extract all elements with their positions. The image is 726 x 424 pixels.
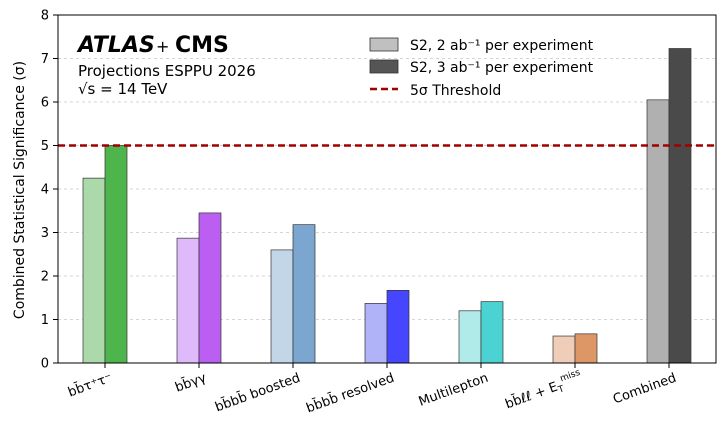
y-tick-label: 0 xyxy=(41,357,49,372)
y-tick-label: 8 xyxy=(41,9,49,24)
y-tick-label: 7 xyxy=(41,52,49,67)
x-tick-label: bb̄τ⁺τ⁻ xyxy=(66,370,114,400)
bar-s2-2ab xyxy=(82,177,106,364)
bar-s2-2ab xyxy=(458,310,482,364)
legend-swatch-s2-3ab xyxy=(369,59,399,74)
y-tick-label: 4 xyxy=(41,183,49,198)
x-tick-label: bb̄bb̄ boosted xyxy=(213,370,302,415)
bars xyxy=(82,48,692,364)
y-tick-label: 5 xyxy=(41,139,49,154)
bar-s2-2ab xyxy=(270,249,294,364)
grid-lines xyxy=(58,58,716,320)
bar-s2-3ab xyxy=(480,301,504,364)
y-tick-label: 3 xyxy=(41,226,49,241)
legend-label-s2-2ab: S2, 2 ab⁻¹ per experiment xyxy=(410,38,594,54)
x-tick-label: bb̄ℓℓ + ETmiss xyxy=(502,368,585,415)
bar-s2-3ab xyxy=(668,48,692,364)
y-tick-label: 6 xyxy=(41,96,49,111)
bar-s2-3ab xyxy=(198,212,222,364)
bar-s2-3ab xyxy=(386,290,410,364)
x-axis-categories: bb̄τ⁺τ⁻ bb̄γγ bb̄bb̄ boosted bb̄bb̄ resolve… xyxy=(66,363,678,416)
bar-s2-2ab xyxy=(646,99,670,364)
experiment-annotation: ATLAS + CMS Projections ESPPU 2026 √s = … xyxy=(76,33,256,98)
bar-s2-3ab xyxy=(104,145,128,364)
atlas-label: ATLAS xyxy=(76,33,155,58)
bar-s2-3ab xyxy=(574,333,598,364)
x-tick-label: bb̄γγ xyxy=(173,370,209,395)
legend: S2, 2 ab⁻¹ per experiment S2, 3 ab⁻¹ per… xyxy=(369,37,594,99)
x-tick-label: Multilepton xyxy=(417,371,491,410)
bar-s2-2ab xyxy=(552,335,576,364)
y-tick-label: 1 xyxy=(41,313,49,328)
bar-s2-3ab xyxy=(292,224,316,364)
legend-label-s2-3ab: S2, 3 ab⁻¹ per experiment xyxy=(410,60,594,76)
x-tick-label: bb̄bb̄ resolved xyxy=(304,370,396,416)
cms-label: CMS xyxy=(175,33,229,58)
legend-label-threshold: 5σ Threshold xyxy=(410,83,501,99)
projection-label: Projections ESPPU 2026 xyxy=(78,62,256,80)
bar-s2-2ab xyxy=(176,237,200,364)
energy-label: √s = 14 TeV xyxy=(78,80,168,98)
legend-swatch-s2-2ab xyxy=(369,37,399,52)
x-tick-label: Combined xyxy=(611,371,678,408)
bar-s2-2ab xyxy=(364,303,388,364)
y-axis-label: Combined Statistical Significance (σ) xyxy=(12,61,28,319)
y-axis-ticks: 0 1 2 3 4 5 6 7 8 xyxy=(41,9,58,372)
plus-label: + xyxy=(156,37,169,56)
y-tick-label: 2 xyxy=(41,270,49,285)
